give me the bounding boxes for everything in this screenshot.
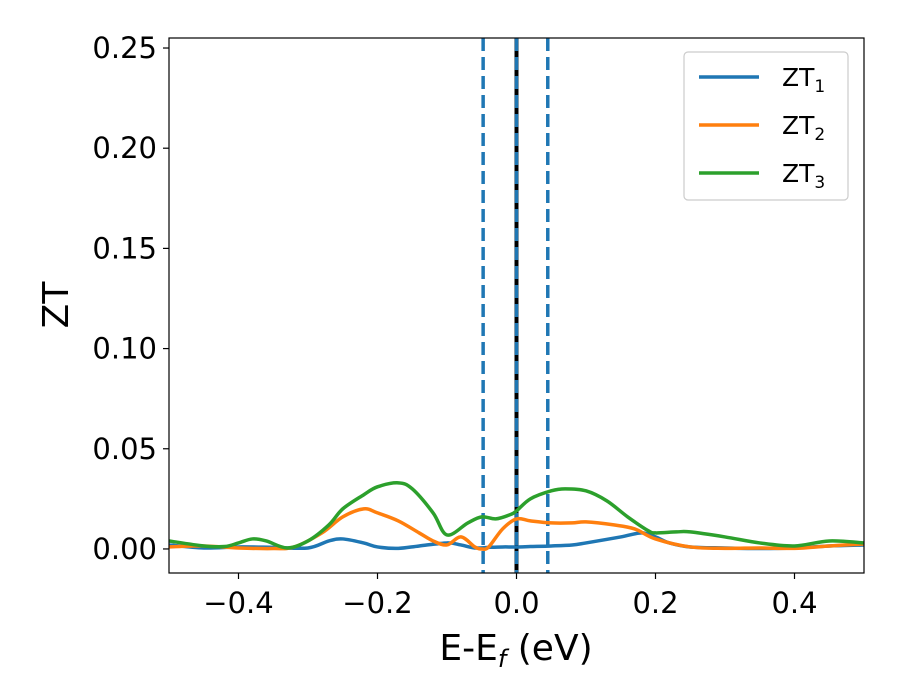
legend: ZT1 ZT2 ZT3: [683, 51, 849, 201]
y-axis-ticks: 0.00 0.05 0.10 0.15 0.20 0.25: [92, 31, 169, 566]
legend-label-zt2: ZT2: [782, 111, 825, 145]
legend-label-zt3: ZT3: [782, 159, 825, 193]
legend-box: [683, 51, 849, 201]
x-tick-label: −0.4: [203, 586, 273, 620]
y-tick-label: 0.25: [92, 31, 157, 65]
plot-area: [169, 38, 864, 573]
series-line-zt3: [169, 481, 864, 550]
y-tick-label: 0.20: [92, 131, 157, 165]
y-tick-label: 0.05: [92, 432, 157, 466]
y-tick-label: 0.10: [92, 332, 157, 366]
x-tick-label: 0.4: [771, 586, 817, 620]
x-axis-title: E-Ef (eV): [439, 628, 592, 673]
x-axis-ticks: −0.4 −0.2 0.0 0.2 0.4: [203, 573, 818, 620]
reference-lines: [481, 38, 550, 573]
x-tick-label: 0.2: [632, 586, 678, 620]
x-tick-label: −0.2: [342, 586, 412, 620]
x-tick-label: 0.0: [493, 586, 539, 620]
plot-frame: [168, 37, 865, 574]
y-tick-label: 0.00: [92, 532, 157, 566]
legend-label-zt1: ZT1: [782, 63, 825, 97]
y-axis-title: ZT: [36, 281, 77, 329]
y-tick-label: 0.15: [92, 231, 157, 265]
series-lines: [169, 481, 864, 551]
